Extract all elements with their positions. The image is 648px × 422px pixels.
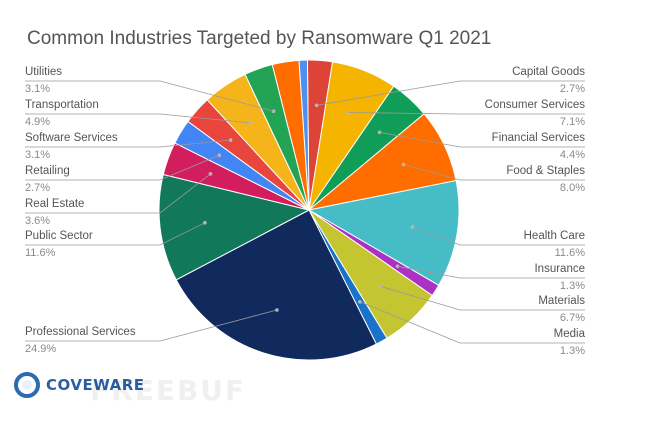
- slice-label-retailing: Retailing: [25, 165, 70, 177]
- slice-label-professional-services: Professional Services: [25, 326, 136, 338]
- slice-value-materials: 6.7%: [560, 312, 585, 324]
- chart-title: Common Industries Targeted by Ransomware…: [27, 28, 491, 49]
- slice-value-real-estate: 3.6%: [25, 215, 50, 227]
- slice-value-utilities: 3.1%: [25, 83, 50, 95]
- slice-value-public-sector: 11.6%: [25, 247, 56, 259]
- leader-line-insurance: [397, 265, 585, 279]
- pie-slice-health-care: [307, 179, 460, 286]
- slice-label-media: Media: [554, 328, 586, 340]
- slice-value-transportation: 4.9%: [25, 116, 50, 128]
- coveware-logo-mark: [14, 372, 40, 398]
- slice-label-utilities: Utilities: [25, 66, 62, 78]
- leader-line-media: [359, 301, 585, 344]
- pie-slice-unlabeled-16: [298, 59, 310, 211]
- coveware-logo: COVEWARE: [14, 372, 145, 398]
- slice-label-materials: Materials: [538, 295, 585, 307]
- slice-value-consumer-services: 7.1%: [560, 116, 585, 128]
- leader-line-capital-goods: [316, 80, 585, 106]
- slice-label-insurance: Insurance: [534, 263, 585, 275]
- leader-line-health-care: [412, 226, 585, 246]
- slice-value-software-services: 3.1%: [25, 149, 50, 161]
- slice-label-health-care: Health Care: [524, 230, 585, 242]
- slice-value-food-staples: 8.0%: [560, 182, 585, 194]
- slice-value-financial-services: 4.4%: [560, 149, 585, 161]
- slice-label-software-services: Software Services: [25, 132, 118, 144]
- leader-line-utilities: [25, 80, 274, 112]
- leader-line-materials: [380, 286, 585, 311]
- leader-line-software-services: [25, 139, 231, 148]
- slice-value-capital-goods: 2.7%: [560, 83, 585, 95]
- leader-line-real-estate: [25, 173, 211, 214]
- slice-label-capital-goods: Capital Goods: [512, 66, 585, 78]
- leader-line-financial-services: [379, 131, 585, 148]
- leader-line-retailing: [25, 154, 220, 181]
- leader-line-food-staples: [403, 164, 585, 181]
- leader-line-professional-services: [25, 309, 278, 342]
- leader-dot-professional-services: [275, 308, 279, 312]
- slice-value-media: 1.3%: [560, 345, 585, 357]
- slice-label-financial-services: Financial Services: [492, 132, 586, 144]
- slice-value-health-care: 11.6%: [555, 247, 586, 259]
- pie-slice-professional-services: [175, 209, 378, 361]
- coveware-logo-text: COVEWARE: [46, 376, 145, 394]
- slice-value-insurance: 1.3%: [560, 280, 585, 292]
- slice-label-consumer-services: Consumer Services: [485, 99, 586, 111]
- slice-value-professional-services: 24.9%: [25, 343, 56, 355]
- slice-label-food-staples: Food & Staples: [506, 165, 585, 177]
- slice-label-public-sector: Public Sector: [25, 230, 93, 242]
- leader-line-public-sector: [25, 222, 205, 246]
- leader-line-consumer-services: [347, 112, 585, 115]
- slice-label-real-estate: Real Estate: [25, 198, 84, 210]
- slice-value-retailing: 2.7%: [25, 182, 50, 194]
- slice-label-transportation: Transportation: [25, 99, 99, 111]
- watermark: FREEBUF: [90, 374, 247, 407]
- leader-line-transportation: [25, 113, 251, 124]
- leader-dot-utilities: [271, 109, 276, 113]
